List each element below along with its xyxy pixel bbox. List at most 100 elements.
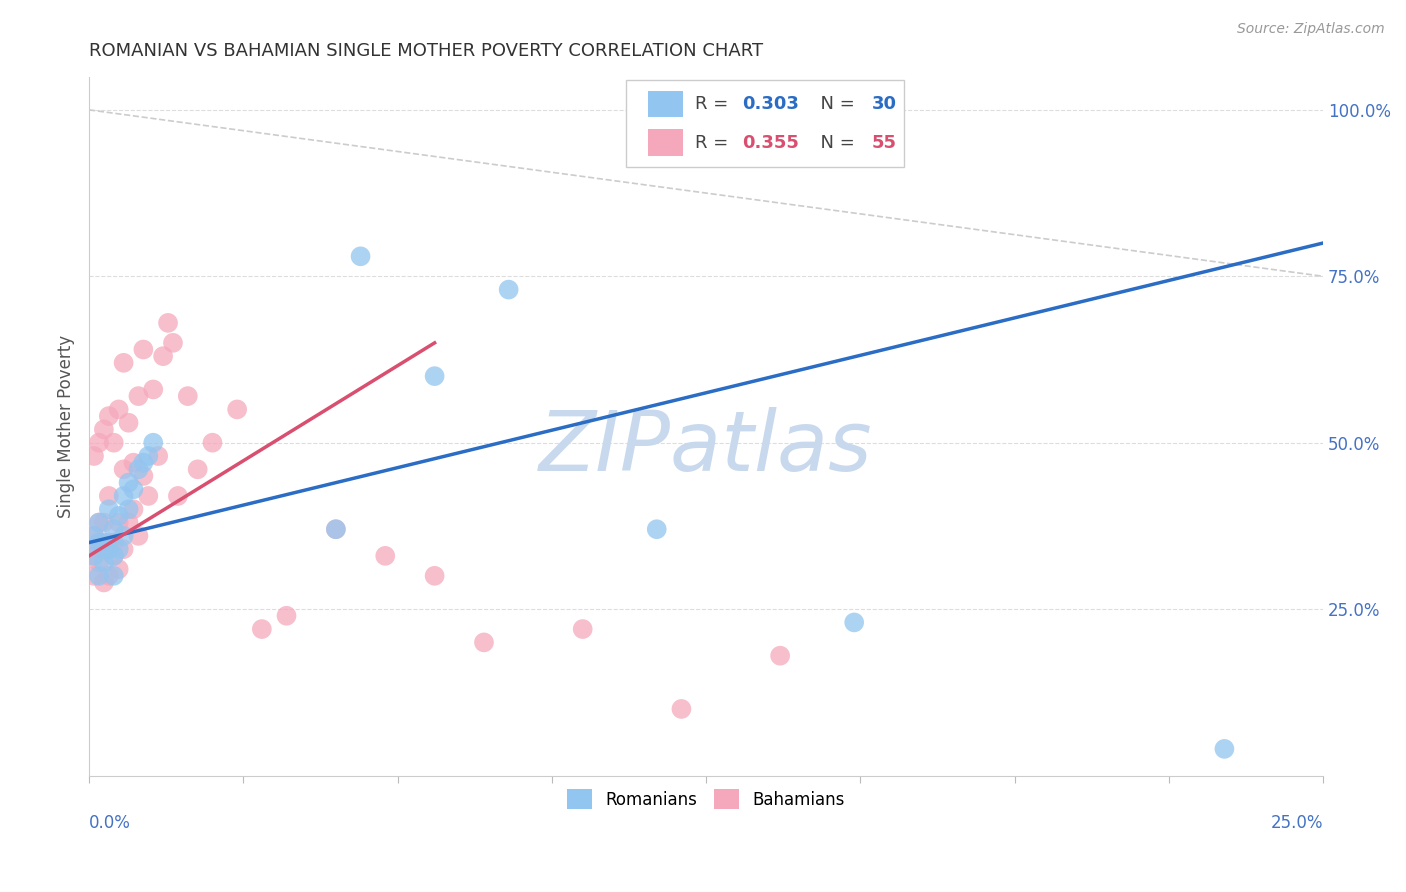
Point — [97, 409, 120, 423]
Point — [117, 516, 139, 530]
Point — [423, 369, 446, 384]
Point — [122, 502, 145, 516]
Text: 0.303: 0.303 — [742, 95, 799, 113]
Point — [103, 549, 125, 563]
Point — [162, 335, 184, 350]
Point — [87, 435, 110, 450]
Point — [83, 569, 105, 583]
Point — [136, 449, 159, 463]
Point — [152, 349, 174, 363]
Point — [142, 435, 165, 450]
Text: 0.0%: 0.0% — [89, 814, 131, 832]
Point — [83, 549, 105, 563]
Legend: Romanians, Bahamians: Romanians, Bahamians — [561, 782, 852, 816]
Point — [93, 535, 115, 549]
Point — [472, 635, 495, 649]
Point — [87, 556, 110, 570]
Point — [117, 502, 139, 516]
Point — [83, 529, 105, 543]
Point — [167, 489, 190, 503]
Point — [122, 483, 145, 497]
Point — [103, 522, 125, 536]
Point — [671, 702, 693, 716]
Point — [103, 435, 125, 450]
Y-axis label: Single Mother Poverty: Single Mother Poverty — [58, 334, 75, 517]
Point — [83, 449, 105, 463]
Point — [374, 549, 396, 563]
Point — [769, 648, 792, 663]
Point — [87, 516, 110, 530]
FancyBboxPatch shape — [648, 91, 683, 118]
Point — [117, 475, 139, 490]
Point — [177, 389, 200, 403]
Point — [97, 542, 120, 557]
Text: Source: ZipAtlas.com: Source: ZipAtlas.com — [1237, 22, 1385, 37]
Point — [132, 343, 155, 357]
Text: 30: 30 — [872, 95, 897, 113]
Point — [844, 615, 866, 630]
Point — [93, 556, 115, 570]
Text: R =: R = — [695, 134, 734, 152]
Point — [87, 516, 110, 530]
Point — [157, 316, 180, 330]
Point — [112, 462, 135, 476]
Text: N =: N = — [808, 95, 860, 113]
Point — [187, 462, 209, 476]
Point — [136, 489, 159, 503]
Point — [226, 402, 249, 417]
Point — [498, 283, 520, 297]
Point — [1213, 742, 1236, 756]
Point — [127, 389, 149, 403]
Text: N =: N = — [808, 134, 860, 152]
Point — [201, 435, 224, 450]
Point — [645, 522, 668, 536]
Point — [276, 608, 298, 623]
Point — [97, 502, 120, 516]
Point — [93, 542, 115, 557]
Text: ZIPatlas: ZIPatlas — [540, 407, 873, 488]
Point — [122, 456, 145, 470]
Point — [107, 508, 129, 523]
Point — [325, 522, 347, 536]
Point — [112, 356, 135, 370]
Point — [107, 562, 129, 576]
Point — [325, 522, 347, 536]
Text: 0.355: 0.355 — [742, 134, 799, 152]
Point — [93, 422, 115, 436]
Point — [818, 136, 841, 150]
Point — [97, 569, 120, 583]
Point — [127, 529, 149, 543]
Point — [97, 535, 120, 549]
Point — [117, 416, 139, 430]
Point — [93, 516, 115, 530]
Text: ROMANIAN VS BAHAMIAN SINGLE MOTHER POVERTY CORRELATION CHART: ROMANIAN VS BAHAMIAN SINGLE MOTHER POVER… — [89, 42, 763, 60]
Point — [571, 622, 593, 636]
Point — [107, 402, 129, 417]
Point — [103, 549, 125, 563]
FancyBboxPatch shape — [626, 80, 904, 168]
Point — [93, 575, 115, 590]
Point — [87, 569, 110, 583]
Point — [97, 489, 120, 503]
Point — [112, 542, 135, 557]
FancyBboxPatch shape — [648, 129, 683, 156]
Point — [349, 249, 371, 263]
Point — [112, 489, 135, 503]
Point — [87, 535, 110, 549]
Point — [112, 529, 135, 543]
Point — [83, 529, 105, 543]
Text: R =: R = — [695, 95, 734, 113]
Point — [77, 542, 100, 557]
Point — [132, 456, 155, 470]
Point — [142, 383, 165, 397]
Text: 55: 55 — [872, 134, 897, 152]
Point — [87, 535, 110, 549]
Point — [83, 549, 105, 563]
Point — [107, 516, 129, 530]
Point — [132, 469, 155, 483]
Point — [103, 569, 125, 583]
Point — [107, 542, 129, 557]
Point — [148, 449, 170, 463]
Point — [103, 535, 125, 549]
Point — [423, 569, 446, 583]
